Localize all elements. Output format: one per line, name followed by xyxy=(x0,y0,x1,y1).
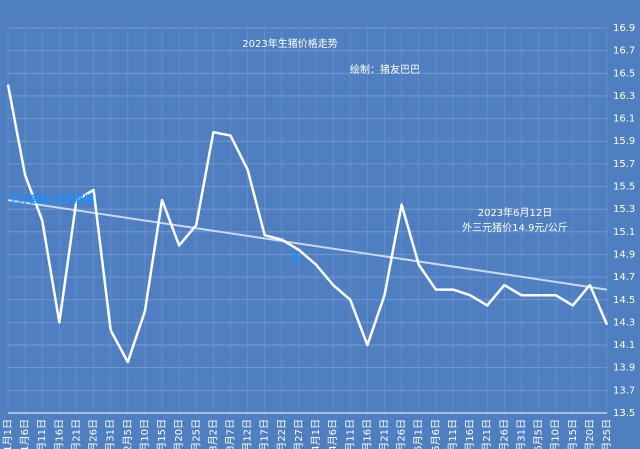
x-tick-label: 4月26日 xyxy=(396,419,408,449)
x-tick-label: 6月20日 xyxy=(584,419,596,449)
x-tick-label: 5月21日 xyxy=(481,419,493,449)
x-tick-label: 1月21日 xyxy=(70,419,82,449)
x-tick-label: 3月7日 xyxy=(224,419,236,449)
y-tick-label: 15.1 xyxy=(613,227,635,238)
annotation: 外三元猪价14.9元/公斤 xyxy=(462,222,568,234)
x-tick-label: 3月2日 xyxy=(207,419,219,449)
x-tick-label: 6月15日 xyxy=(567,419,579,449)
price-line xyxy=(6,84,609,364)
x-tick-label: 1月26日 xyxy=(88,419,100,449)
x-tick-label: 2月25日 xyxy=(190,419,202,449)
x-tick-label: 4月21日 xyxy=(379,419,391,449)
x-tick-label: 4月6日 xyxy=(327,419,339,449)
y-tick-label: 16.7 xyxy=(613,46,635,57)
x-tick-label: 3月17日 xyxy=(259,419,271,449)
y-tick-label: 13.9 xyxy=(613,363,635,374)
x-tick-label: 4月11日 xyxy=(344,419,356,449)
x-tick-label: 6月10日 xyxy=(550,419,562,449)
trend-line xyxy=(7,199,608,291)
y-tick-label: 15.3 xyxy=(613,204,635,215)
x-tick-label: 2月10日 xyxy=(139,419,151,449)
x-tick-label: 3月27日 xyxy=(293,419,305,449)
x-tick-label: 6月5日 xyxy=(533,419,545,449)
x-tick-label: 6月25日 xyxy=(601,419,613,449)
y-tick-label: 15.7 xyxy=(613,159,635,170)
x-tick-label: 2月15日 xyxy=(156,419,168,449)
chart-subtitle: 绘制：猪友巴巴 xyxy=(350,63,420,76)
x-tick-label: 1月31日 xyxy=(105,419,117,449)
x-tick-label: 4月1日 xyxy=(310,419,322,449)
watermark: 览 xyxy=(290,251,300,264)
y-tick-label: 14.7 xyxy=(613,272,635,283)
x-tick-label: 1月6日 xyxy=(19,419,31,449)
x-tick-label: 5月1日 xyxy=(413,419,425,449)
y-tick-label: 16.5 xyxy=(613,68,635,79)
y-tick-label: 14.3 xyxy=(613,317,635,328)
y-tick-label: 14.5 xyxy=(613,295,635,306)
chart-title: 2023年生猪价格走势 xyxy=(242,37,337,50)
x-tick-label: 3月22日 xyxy=(276,419,288,449)
x-tick-label: 3月12日 xyxy=(242,419,254,449)
y-tick-label: 13.5 xyxy=(613,408,635,419)
y-tick-label: 14.1 xyxy=(613,340,635,351)
y-tick-label: 16.9 xyxy=(613,23,635,34)
x-tick-label: 5月31日 xyxy=(515,419,527,449)
x-tick-label: 4月16日 xyxy=(361,419,373,449)
y-tick-label: 15.5 xyxy=(613,182,635,193)
x-tick-label: 2月5日 xyxy=(122,419,134,449)
x-tick-label: 5月6日 xyxy=(430,419,442,449)
y-tick-label: 16.1 xyxy=(613,114,635,125)
x-tick-label: 5月16日 xyxy=(464,419,476,449)
x-tick-label: 2月20日 xyxy=(173,419,185,449)
y-tick-label: 15.9 xyxy=(613,136,635,147)
y-tick-label: 13.7 xyxy=(613,385,635,396)
x-tick-label: 1月11日 xyxy=(36,419,48,449)
y-tick-label: 14.9 xyxy=(613,249,635,260)
x-tick-label: 5月11日 xyxy=(447,419,459,449)
y-tick-label: 16.3 xyxy=(613,91,635,102)
x-tick-label: 5月26日 xyxy=(498,419,510,449)
watermark: 艺术展览,艺术展览 xyxy=(10,193,94,206)
x-tick-label: 1月16日 xyxy=(53,419,65,449)
annotation: 2023年6月12日 xyxy=(478,206,553,219)
x-tick-label: 1月1日 xyxy=(2,419,14,449)
